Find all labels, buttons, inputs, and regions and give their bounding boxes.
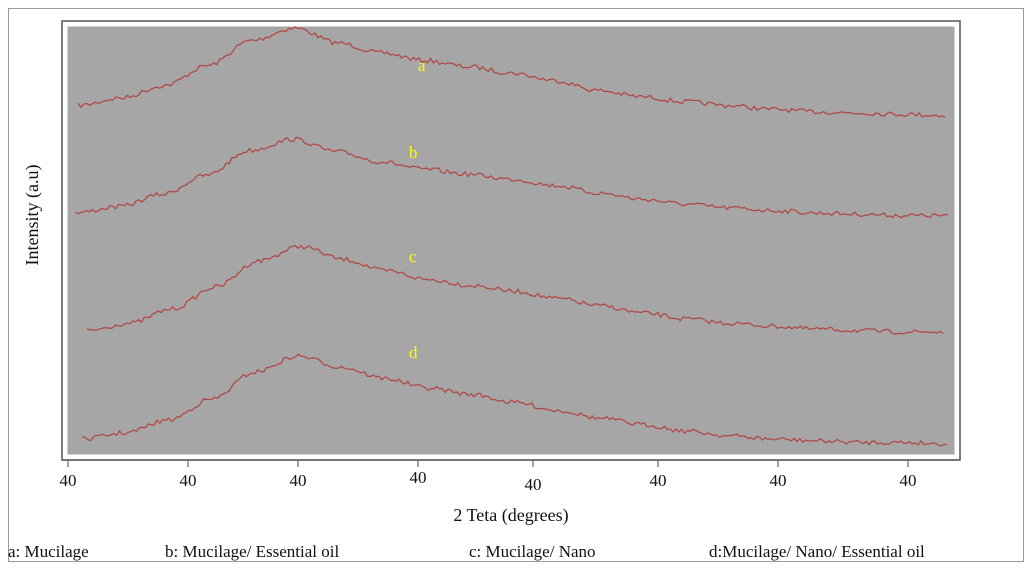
x-tick-label: 40 [650, 471, 667, 490]
legend-item-d: d:Mucilage/ Nano/ Essential oil [709, 542, 925, 561]
figure-frame [8, 8, 1024, 562]
series-line-c [86, 244, 944, 335]
series-line-d [81, 353, 948, 447]
legend-item-b: b: Mucilage/ Essential oil [165, 542, 340, 561]
x-tick-label: 40 [525, 475, 542, 494]
x-tick-label: 40 [60, 471, 77, 490]
x-axis-title: 2 Teta (degrees) [453, 505, 568, 526]
x-tick-label: 40 [900, 471, 917, 490]
series-label-d: d [409, 343, 418, 362]
series-label-c: c [409, 247, 417, 266]
x-tick-label: 40 [290, 471, 307, 490]
series-line-b [74, 136, 949, 219]
series-layer [74, 26, 949, 447]
x-tick-label: 40 [180, 471, 197, 490]
series-line-a [77, 26, 946, 118]
series-label-a: a [418, 56, 426, 75]
x-tick-label: 40 [770, 471, 787, 490]
legend-item-a: a: Mucilage [8, 542, 89, 561]
series-label-layer: a b c d [409, 56, 426, 362]
x-axis: 40 40 40 40 40 40 40 40 [60, 459, 960, 494]
series-label-b: b [409, 143, 418, 162]
x-tick-label: 40 [410, 468, 427, 487]
plot-area [62, 21, 960, 460]
y-axis-title: Intensity (a.u) [22, 165, 43, 266]
legend-item-c: c: Mucilage/ Nano [469, 542, 596, 561]
